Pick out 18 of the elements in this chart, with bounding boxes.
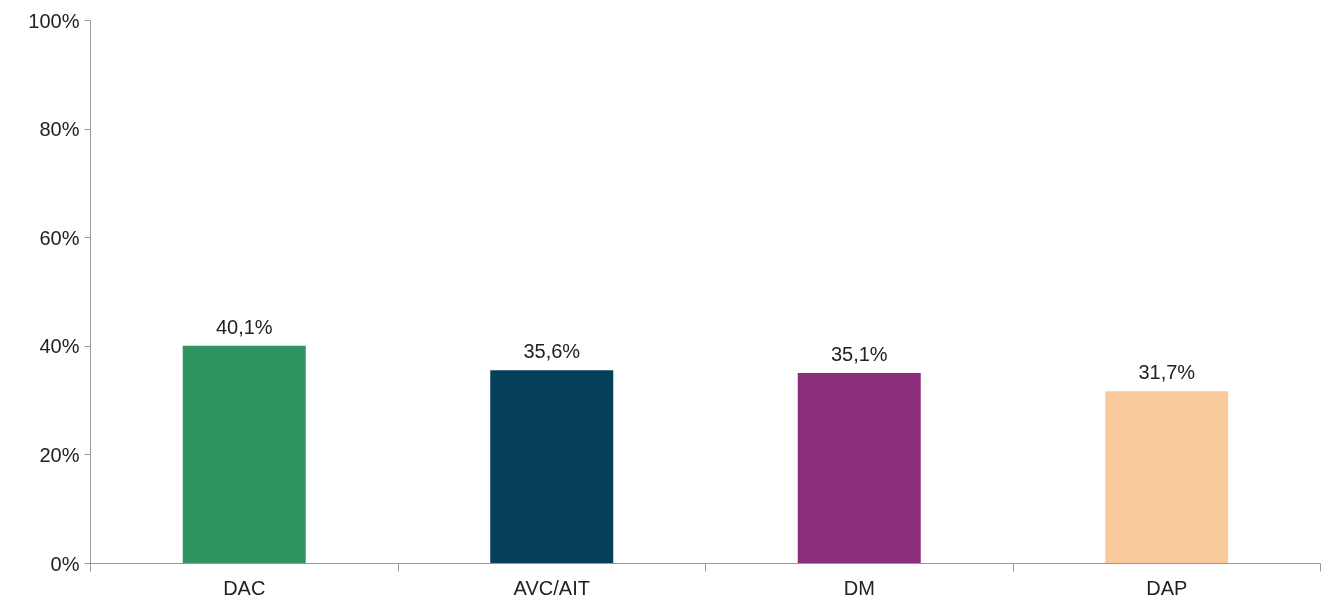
y-tick-label: 60% [39, 226, 80, 249]
x-tick-label: AVC/AIT [513, 576, 590, 599]
x-tick-label: DAP [1146, 576, 1188, 599]
x-tick-label: DM [843, 576, 875, 599]
data-label: 35,6% [523, 340, 581, 363]
data-label: 35,1% [830, 342, 888, 365]
data-label: 40,1% [215, 315, 273, 338]
data-label: 31,7% [1138, 361, 1196, 384]
x-tick-label: DAC [223, 576, 266, 599]
bar [797, 372, 921, 564]
y-tick-label: 40% [39, 335, 80, 358]
bar [490, 370, 614, 564]
bar [1105, 391, 1229, 564]
bar [182, 345, 306, 564]
y-tick-label: 0% [50, 552, 80, 575]
y-tick-label: 20% [39, 443, 80, 466]
y-tick-label: 80% [39, 118, 80, 141]
y-tick-label: 100% [28, 9, 80, 32]
